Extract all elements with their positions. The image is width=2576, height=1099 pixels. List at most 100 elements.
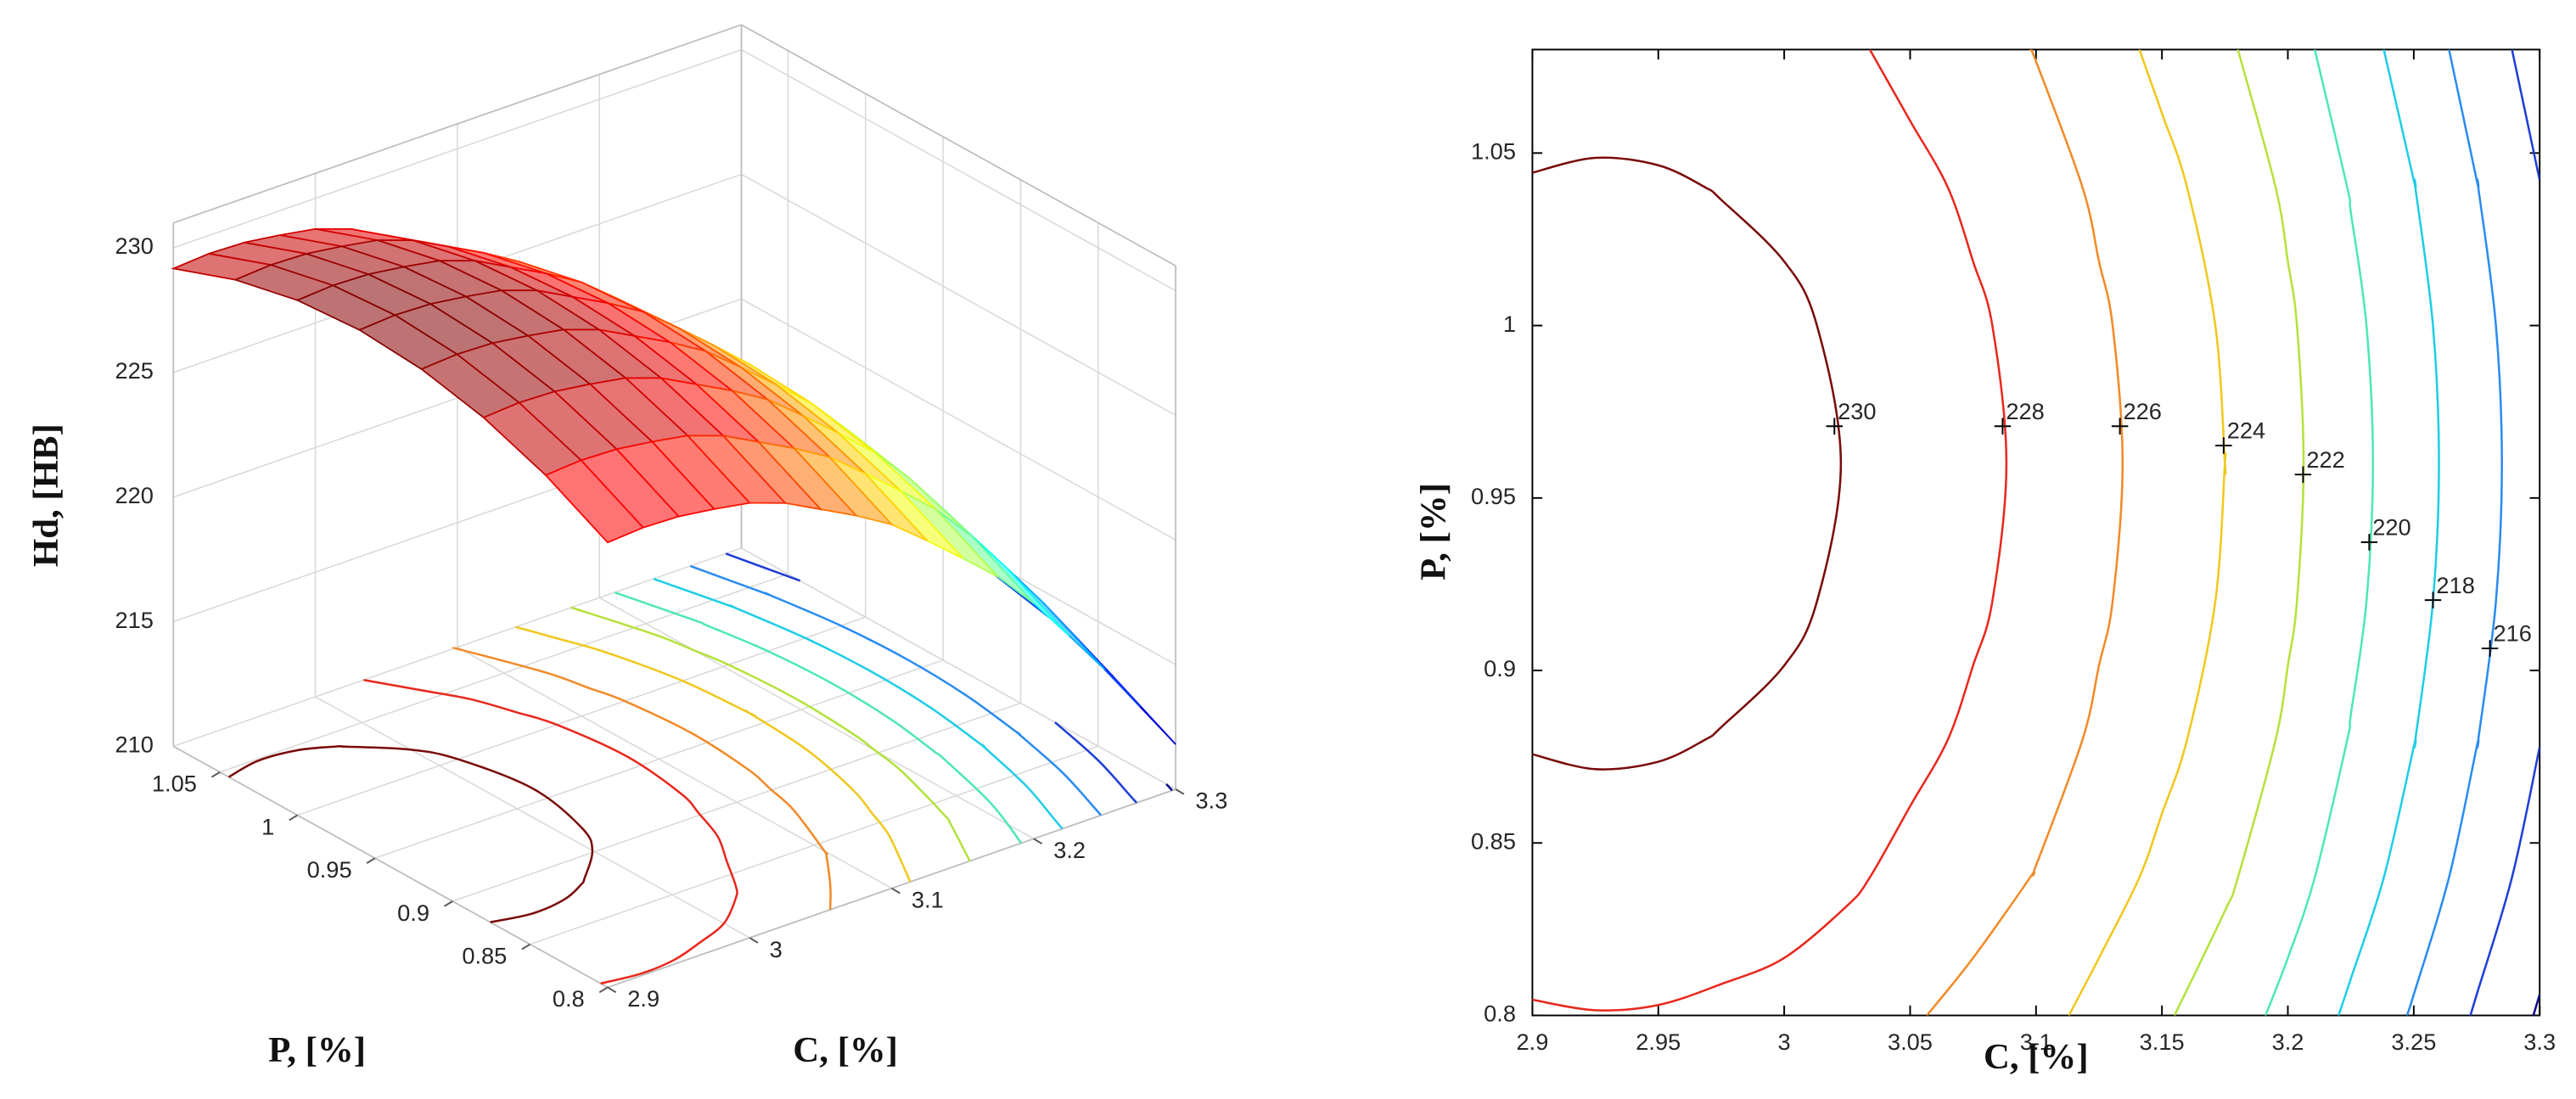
grid-line	[741, 547, 1176, 790]
z-tick-label: 225	[115, 357, 154, 384]
contour-label-marker	[2360, 534, 2378, 551]
floor-contour	[515, 625, 912, 883]
x-tick-label: 3.1	[912, 886, 944, 912]
contour-label: 222	[2306, 446, 2344, 473]
x-tick-label: 3.1	[2020, 1029, 2052, 1055]
y-tick-label: 1	[1503, 311, 1516, 337]
x-tick-label: 3.2	[1053, 837, 1086, 863]
y-axis-title: P, [%]	[1413, 483, 1453, 580]
y-tick-label: 1	[261, 813, 274, 839]
x-axis-title: C, [%]	[793, 1030, 898, 1070]
floor-contour	[570, 606, 971, 862]
contour-label: 226	[2124, 398, 2162, 424]
x-tick	[749, 937, 759, 944]
y-tick-label: 0.8	[553, 985, 585, 1012]
contour-label-marker	[2294, 466, 2312, 483]
floor-contour	[689, 564, 1103, 816]
axis-box-edge	[172, 24, 742, 224]
contour-label-marker	[1826, 418, 1843, 435]
floor-contour	[1054, 721, 1138, 804]
contour-line	[2068, 49, 2227, 1016]
contour-label: 218	[2436, 572, 2474, 598]
y-axis-title: P, [%]	[268, 1030, 366, 1070]
contour-line	[2337, 49, 2440, 1016]
x-tick-label: 2.9	[1517, 1029, 1549, 1055]
x-tick-label: 3.3	[1196, 788, 1228, 814]
floor-contour	[452, 647, 832, 911]
contour-label: 216	[2493, 620, 2531, 647]
floor-contour	[363, 678, 738, 985]
contour-chart: 2.9 2.95 3 3.05 3.1 3.15 3.2 3.25 3.3 0.8 0.85 0.9 0…	[1471, 48, 2556, 1055]
z-tick-label: 230	[115, 233, 154, 259]
contour-label: 230	[1838, 398, 1876, 424]
y-tick	[598, 986, 609, 994]
contour-line	[2405, 49, 2503, 1016]
x-tick-label: 2.9	[627, 985, 659, 1012]
y-tick-label: 0.85	[1471, 827, 1516, 854]
y-tick	[289, 814, 298, 821]
contour-label-marker	[2424, 592, 2442, 608]
contour-label: 228	[2006, 398, 2044, 424]
grid-line	[530, 745, 1099, 945]
contour-line	[2265, 49, 2375, 1016]
y-tick-label: 0.9	[1484, 655, 1516, 681]
floor-contour	[614, 591, 1023, 844]
surface-cell	[544, 459, 645, 544]
contour-line	[1532, 49, 2008, 1012]
x-tick-label: 3	[1778, 1029, 1791, 1055]
contour-label-marker	[2481, 640, 2499, 657]
y-tick-label: 0.9	[397, 900, 429, 926]
contour-line	[2511, 49, 2540, 181]
contour-line	[2532, 994, 2540, 1016]
grid-line	[741, 48, 1176, 292]
axis-box-edge	[741, 24, 1176, 267]
grid-line	[173, 48, 742, 249]
x-tick-label: 3.25	[2391, 1029, 2436, 1055]
surface-cell	[935, 508, 1035, 604]
y-tick-label: 1.05	[1471, 138, 1516, 165]
x-tick-label: 3.3	[2523, 1029, 2556, 1055]
y-tick-label: 1.05	[152, 771, 197, 797]
contour-label-marker	[2215, 437, 2232, 454]
y-tick	[366, 857, 376, 864]
axis-box-edge	[172, 745, 609, 989]
contour-line	[1926, 49, 2124, 1016]
y-tick	[443, 900, 453, 907]
floor-contour	[227, 745, 594, 923]
y-tick-label: 0.8	[1484, 1001, 1516, 1027]
z-axis-title: Hd, [HB]	[26, 423, 66, 567]
z-tick-label: 210	[115, 732, 154, 758]
contour-label-marker	[1994, 418, 2012, 435]
x-tick	[1175, 788, 1185, 795]
floor-contour	[653, 577, 1064, 830]
grid-line	[741, 173, 1176, 417]
grid-line	[315, 696, 750, 939]
grid-line	[297, 616, 866, 816]
grid-line	[452, 702, 1021, 902]
contour-label-marker	[2111, 418, 2129, 435]
z-tick-label: 220	[115, 482, 154, 508]
x-tick	[891, 887, 901, 894]
y-tick-label: 0.85	[462, 942, 507, 968]
y-tick	[210, 771, 221, 778]
x-tick	[1033, 838, 1043, 845]
y-tick	[521, 943, 531, 950]
x-tick-label: 3.15	[2140, 1029, 2185, 1055]
x-tick-label: 2.95	[1636, 1029, 1681, 1055]
x-tick	[607, 986, 617, 994]
grid-line	[598, 597, 1035, 840]
y-tick-label: 0.95	[1471, 483, 1516, 509]
grid-line	[741, 298, 1176, 541]
surface-chart: 210 215 220 225 230 2.9 3 3.1 3.2 3.3 0.8 0.85 0.9 0.…	[115, 24, 1228, 1012]
x-tick-label: 3.2	[2272, 1029, 2304, 1055]
x-axis-title: C, [%]	[1984, 1037, 2089, 1077]
x-tick-label: 3.05	[1888, 1029, 1933, 1055]
contour-label: 220	[2372, 513, 2410, 540]
z-tick-label: 215	[115, 607, 154, 633]
contour-line	[2469, 746, 2540, 1016]
contour-label: 224	[2227, 418, 2265, 444]
grid-line	[173, 547, 742, 748]
contour-line	[2173, 49, 2305, 1016]
